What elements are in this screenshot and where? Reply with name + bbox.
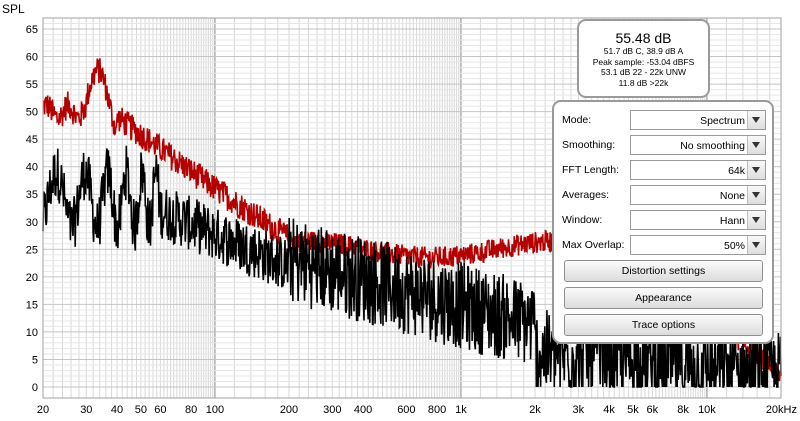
smoothing-row: Smoothing: No smoothing bbox=[562, 135, 767, 155]
analysis-controls-panel: Mode: Spectrum Smoothing: No smoothing F… bbox=[552, 100, 774, 344]
x-tick-label: 5k bbox=[627, 404, 639, 416]
spl-main-value: 55.48 dB bbox=[615, 30, 672, 46]
averages-value: None bbox=[719, 190, 745, 202]
y-tick-label: 40 bbox=[26, 162, 38, 174]
y-tick-label: 25 bbox=[26, 244, 38, 256]
x-tick-label: 20 bbox=[37, 404, 49, 416]
chevron-down-icon[interactable] bbox=[747, 211, 765, 229]
mode-row: Mode: Spectrum bbox=[562, 110, 767, 130]
x-tick-label: 300 bbox=[323, 404, 341, 416]
y-tick-label: 0 bbox=[32, 382, 38, 394]
y-tick-label: 60 bbox=[26, 52, 38, 64]
x-tick-label: 40 bbox=[111, 404, 123, 416]
distortion-settings-button[interactable]: Distortion settings bbox=[564, 260, 763, 282]
x-tick-label: 8k bbox=[677, 404, 689, 416]
chevron-down-icon[interactable] bbox=[747, 136, 765, 154]
max-overlap-row: Max Overlap: 50% bbox=[562, 235, 767, 255]
fft-length-label: FFT Length: bbox=[562, 164, 620, 176]
x-tick-label: 80 bbox=[185, 404, 197, 416]
peak-sample: Peak sample: -53.04 dBFS bbox=[592, 56, 695, 67]
mode-dropdown[interactable]: Spectrum bbox=[630, 110, 766, 130]
window-dropdown[interactable]: Hann bbox=[630, 210, 766, 230]
x-tick-label: 400 bbox=[354, 404, 372, 416]
x-tick-label: 4k bbox=[603, 404, 615, 416]
window-label: Window: bbox=[562, 214, 603, 226]
unweighted-level: 53.1 dB 22 - 22k UNW bbox=[600, 67, 687, 77]
averages-row: Averages: None bbox=[562, 185, 767, 205]
plot-frame bbox=[42, 17, 782, 399]
x-tick-label: 200 bbox=[280, 404, 298, 416]
x-tick-label: 60 bbox=[154, 404, 166, 416]
y-tick-label: 50 bbox=[26, 107, 38, 119]
y-tick-label: 55 bbox=[26, 79, 38, 91]
chevron-down-icon[interactable] bbox=[747, 161, 765, 179]
x-tick-label: 3k bbox=[573, 404, 585, 416]
window-value: Hann bbox=[719, 215, 745, 227]
chevron-down-icon[interactable] bbox=[747, 236, 765, 254]
x-tick-label: 1k bbox=[455, 404, 467, 416]
x-tick-label: 600 bbox=[397, 404, 415, 416]
smoothing-value: No smoothing bbox=[680, 140, 745, 152]
y-tick-label: 5 bbox=[32, 354, 38, 366]
chevron-down-icon[interactable] bbox=[747, 186, 765, 204]
averages-dropdown[interactable]: None bbox=[630, 185, 766, 205]
mode-label: Mode: bbox=[562, 114, 592, 126]
x-tick-label: 800 bbox=[428, 404, 446, 416]
chevron-down-icon[interactable] bbox=[747, 111, 765, 129]
y-tick-label: 45 bbox=[26, 134, 38, 146]
mode-value: Spectrum bbox=[700, 115, 745, 127]
y-tick-label: 35 bbox=[26, 189, 38, 201]
x-tick-label: 50 bbox=[135, 404, 147, 416]
x-tick-label: 6k bbox=[647, 404, 659, 416]
fft-length-row: FFT Length: 64k bbox=[562, 160, 767, 180]
weighted-levels: 51.7 dB C, 38.9 dB A bbox=[603, 46, 684, 56]
max-overlap-value: 50% bbox=[723, 240, 745, 252]
trace-options-button[interactable]: Trace options bbox=[564, 314, 763, 336]
x-axis-ticks: 20 30 40 50 60 80 100 200 300 400 600 800 1k 2k 3k 4k 5k… bbox=[37, 404, 797, 416]
above-22k-level: 11.8 dB >22k bbox=[618, 77, 669, 88]
y-tick-label: 65 bbox=[26, 24, 38, 36]
y-tick-label: 10 bbox=[26, 327, 38, 339]
appearance-button[interactable]: Appearance bbox=[564, 287, 763, 309]
max-overlap-label: Max Overlap: bbox=[562, 239, 625, 251]
smoothing-label: Smoothing: bbox=[562, 139, 616, 151]
smoothing-dropdown[interactable]: No smoothing bbox=[630, 135, 766, 155]
x-tick-label: 30 bbox=[80, 404, 92, 416]
spectrum-trace-black bbox=[42, 145, 782, 389]
x-tick-label: 2k bbox=[529, 404, 541, 416]
x-tick-label: 10k bbox=[698, 404, 716, 416]
x-tick-label: 100 bbox=[206, 404, 224, 416]
window-row: Window: Hann bbox=[562, 210, 767, 230]
x-tick-label: 20kHz bbox=[766, 404, 797, 416]
y-tick-label: 30 bbox=[26, 217, 38, 229]
spl-readout-panel: 55.48 dB 51.7 dB C, 38.9 dB A Peak sampl… bbox=[577, 19, 710, 98]
averages-label: Averages: bbox=[562, 189, 610, 201]
y-tick-label: 15 bbox=[26, 299, 38, 311]
y-tick-label: 20 bbox=[26, 272, 38, 284]
max-overlap-dropdown[interactable]: 50% bbox=[630, 235, 766, 255]
y-axis-label: SPL bbox=[2, 2, 25, 16]
fft-length-value: 64k bbox=[728, 165, 745, 177]
fft-length-dropdown[interactable]: 64k bbox=[630, 160, 766, 180]
